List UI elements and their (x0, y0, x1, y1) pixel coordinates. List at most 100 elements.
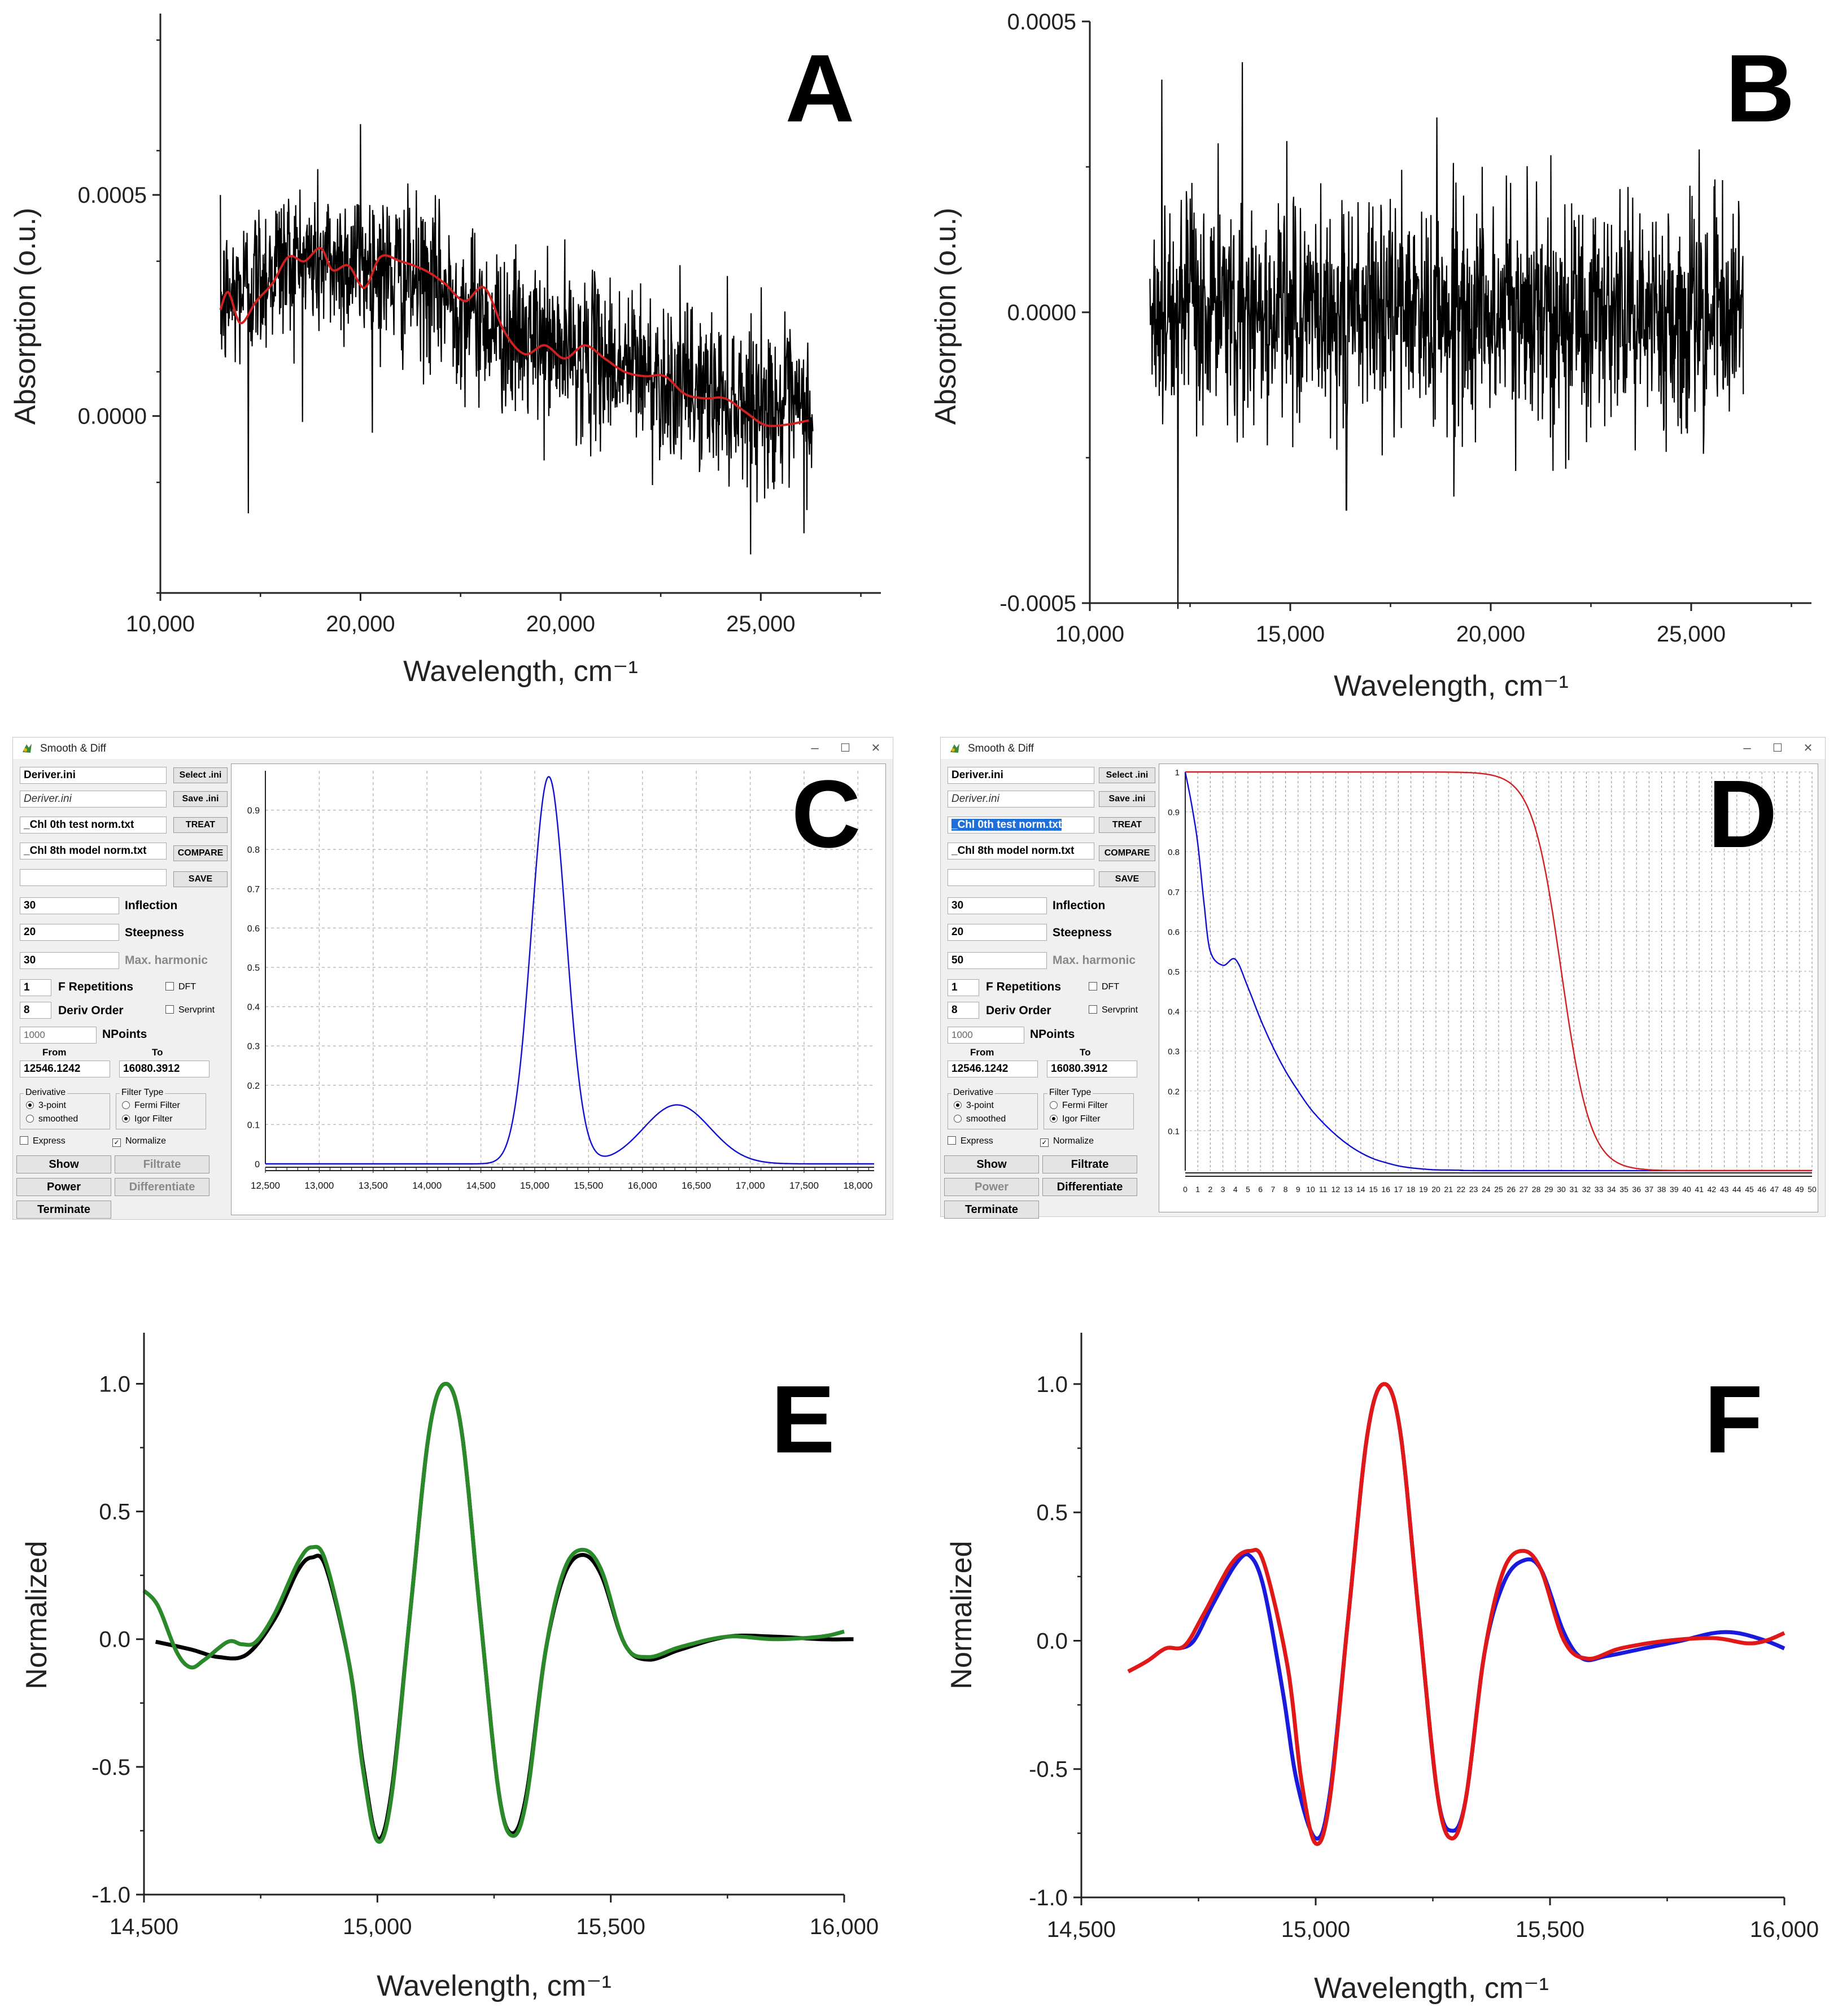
maximize-icon[interactable]: ☐ (840, 742, 850, 754)
test-file-field[interactable]: _Chl 0th test norm.txt (20, 817, 167, 834)
inflection-input[interactable]: 30 (20, 897, 119, 914)
inflection-input[interactable]: 30 (948, 897, 1047, 914)
smoothed-radio[interactable]: smoothed (954, 1114, 1006, 1124)
close-icon[interactable]: ✕ (1803, 742, 1813, 754)
ini-name-field[interactable]: Deriver.ini (20, 791, 167, 808)
select-ini-button[interactable]: Select .ini (1099, 767, 1155, 783)
treat-button[interactable]: TREAT (173, 817, 228, 833)
dft-checkbox[interactable]: DFT (1089, 982, 1119, 992)
minimize-icon[interactable]: – (1743, 740, 1751, 756)
terminate-button[interactable]: Terminate (16, 1201, 111, 1219)
test-file-field[interactable]: _Chl 0th test norm.txt (948, 817, 1094, 834)
series-line-blue (1178, 1382, 1785, 1841)
window-titlebar[interactable]: Smooth & Diff – ☐ ✕ (941, 738, 1825, 759)
save-file-field[interactable] (20, 869, 167, 886)
window-titlebar[interactable]: Smooth & Diff – ☐ ✕ (13, 738, 893, 759)
minimize-icon[interactable]: – (811, 740, 819, 756)
x-tick-label: 27 (1520, 1185, 1529, 1194)
max-harmonic-label: Max. harmonic (125, 954, 208, 967)
f-repetitions-input[interactable]: 1 (20, 979, 51, 996)
chart-f-plot (1127, 1382, 1785, 1846)
servprint-checkbox[interactable]: Servprint (1089, 1005, 1138, 1015)
power-button[interactable]: Power (944, 1178, 1039, 1196)
deriv-order-input[interactable]: 8 (20, 1002, 51, 1019)
normalize-checkbox[interactable]: ✓ Normalize (1040, 1136, 1094, 1147)
three-point-radio[interactable]: 3-point (954, 1101, 994, 1111)
y-tick-label: 0.7 (247, 885, 260, 894)
dft-checkbox[interactable]: DFT (165, 982, 196, 992)
radio-empty-icon (954, 1115, 962, 1123)
series-line-smoothed (219, 247, 809, 427)
express-checkbox[interactable]: Express (948, 1136, 993, 1146)
y-tick-label: 0.3 (1168, 1047, 1180, 1057)
f-repetitions-input[interactable]: 1 (948, 979, 979, 996)
to-input[interactable]: 16080.3912 (119, 1061, 209, 1077)
steepness-input[interactable]: 20 (948, 924, 1047, 941)
servprint-checkbox[interactable]: Servprint (165, 1005, 215, 1015)
chart-b-plot (1149, 62, 1744, 609)
filter-type-group: Filter Type Fermi Filter Igor Filter (1044, 1088, 1134, 1129)
ini-file-field[interactable]: Deriver.ini (948, 767, 1094, 784)
x-tick-label: 16,000 (1750, 1917, 1819, 1942)
model-file-field[interactable]: _Chl 8th model norm.txt (948, 843, 1094, 859)
fermi-filter-radio[interactable]: Fermi Filter (1050, 1101, 1108, 1111)
save-ini-button[interactable]: Save .ini (1099, 791, 1155, 807)
close-icon[interactable]: ✕ (871, 742, 881, 754)
save-button[interactable]: SAVE (173, 871, 228, 887)
x-tick-label: 41 (1695, 1185, 1704, 1194)
chart-d: 0 1 2 3 4 5 6 7 8 9 10 11 12 13 14 15 16 17 18 19 20 21 22 23 24… (1168, 768, 1817, 1194)
deriv-order-input[interactable]: 8 (948, 1002, 979, 1019)
y-tick-label: 0.0000 (78, 404, 147, 429)
save-ini-button[interactable]: Save .ini (173, 791, 228, 807)
x-tick-label: 21 (1444, 1185, 1453, 1194)
fermi-filter-radio[interactable]: Fermi Filter (122, 1101, 180, 1111)
ini-file-field[interactable]: Deriver.ini (20, 767, 167, 784)
x-tick-label: 38 (1657, 1185, 1666, 1194)
save-file-field[interactable] (948, 869, 1094, 886)
smoothed-radio[interactable]: smoothed (26, 1114, 78, 1124)
from-input[interactable]: 12546.1242 (948, 1061, 1038, 1077)
model-file-field[interactable]: _Chl 8th model norm.txt (20, 843, 167, 859)
x-tick-label: 34 (1607, 1185, 1616, 1194)
ini-name-field[interactable]: Deriver.ini (948, 791, 1094, 808)
x-tick-label: 10,000 (126, 612, 195, 636)
max-harmonic-input[interactable]: 30 (20, 952, 119, 969)
panel-letter-d: D (1708, 761, 1778, 856)
save-button[interactable]: SAVE (1099, 871, 1155, 887)
chart-e-xlabel: Wavelength, cm⁻¹ (377, 1970, 612, 2002)
chart-e-ylabel: Normalized (20, 1541, 53, 1690)
max-harmonic-input[interactable]: 50 (948, 952, 1047, 969)
power-button[interactable]: Power (16, 1178, 111, 1196)
npoints-input[interactable]: 1000 (20, 1027, 97, 1044)
npoints-input[interactable]: 1000 (948, 1027, 1024, 1044)
to-input[interactable]: 16080.3912 (1047, 1061, 1137, 1077)
show-button[interactable]: Show (16, 1155, 111, 1173)
express-checkbox[interactable]: Express (20, 1136, 66, 1146)
select-ini-button[interactable]: Select .ini (173, 767, 228, 783)
smoothed-label: smoothed (38, 1114, 78, 1124)
inflection-label: Inflection (1053, 899, 1106, 912)
compare-button[interactable]: COMPARE (1099, 845, 1155, 861)
filtrate-button[interactable]: Filtrate (1042, 1155, 1137, 1173)
treat-button[interactable]: TREAT (1099, 817, 1155, 833)
differentiate-button[interactable]: Differentiate (115, 1178, 209, 1196)
filtrate-button[interactable]: Filtrate (115, 1155, 209, 1173)
normalize-checkbox[interactable]: ✓ Normalize (112, 1136, 166, 1147)
compare-button[interactable]: COMPARE (173, 845, 228, 861)
three-point-radio[interactable]: 3-point (26, 1101, 66, 1111)
y-tick-label: -1.0 (1029, 1886, 1068, 1910)
steepness-input[interactable]: 20 (20, 924, 119, 941)
express-label: Express (961, 1136, 993, 1146)
app-icon (950, 744, 959, 753)
show-button[interactable]: Show (944, 1155, 1039, 1173)
igor-filter-radio[interactable]: Igor Filter (1050, 1114, 1101, 1124)
differentiate-button[interactable]: Differentiate (1042, 1178, 1137, 1196)
panel-letter-c-wrap: C (792, 761, 861, 856)
igor-filter-radio[interactable]: Igor Filter (122, 1114, 173, 1124)
x-tick-label: 18,000 (843, 1180, 872, 1191)
x-tick-label: 48 (1783, 1185, 1792, 1194)
maximize-icon[interactable]: ☐ (1772, 742, 1783, 754)
radio-empty-icon (1050, 1101, 1058, 1109)
terminate-button[interactable]: Terminate (944, 1201, 1039, 1219)
from-input[interactable]: 12546.1242 (20, 1061, 110, 1077)
